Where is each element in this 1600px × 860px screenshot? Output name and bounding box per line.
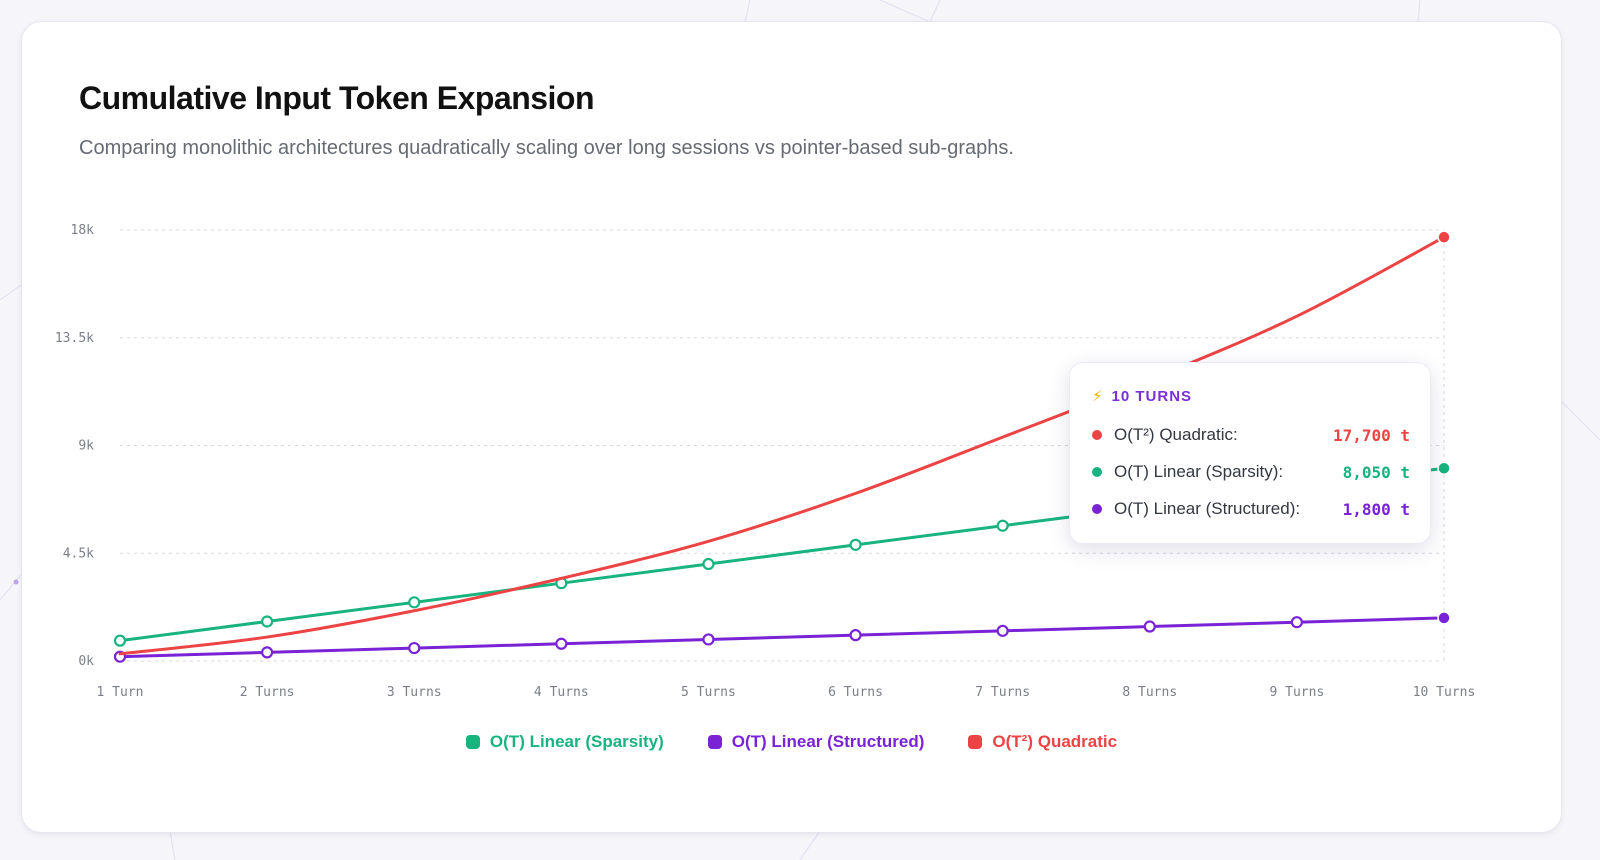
x-tick-label: 4 Turns	[534, 685, 589, 700]
x-tick-label: 5 Turns	[681, 685, 736, 700]
structured-dot	[1092, 504, 1102, 514]
y-tick-label: 13.5k	[55, 331, 94, 346]
series-line-structured	[118, 616, 1446, 659]
data-point-structured	[1290, 616, 1303, 629]
data-point-sparsity	[408, 596, 421, 609]
legend-label: O(T) Linear (Sparsity)	[489, 732, 664, 751]
quadratic-dot	[1092, 430, 1102, 440]
legend-item-quadratic[interactable]: O(T²) Quadratic	[968, 732, 1117, 752]
data-point-sparsity	[702, 557, 715, 571]
data-point-structured	[702, 633, 715, 646]
active-point-quadratic	[1437, 230, 1451, 244]
tooltip-label: O(T²) Quadratic:	[1114, 425, 1238, 444]
x-tick-label: 3 Turns	[387, 685, 442, 700]
tooltip-row-quadratic: O(T²) Quadratic: 17,700 t	[1092, 423, 1410, 447]
line-chart: 0k 4.5k 9k 13.5k 18k 1 Turn 2 Turns 3 Turns 4 Tu…	[55, 223, 1476, 700]
x-tick-label: 9 Turns	[1269, 685, 1324, 700]
data-point-sparsity	[113, 634, 127, 647]
data-point-sparsity	[996, 519, 1009, 532]
tooltip-label: O(T) Linear (Structured):	[1114, 499, 1301, 518]
series-line-quadratic	[118, 235, 1446, 656]
tooltip-value: 17,700 t	[1332, 425, 1410, 445]
x-tick-label: 10 Turns	[1413, 685, 1476, 700]
legend-label: O(T²) Quadratic	[992, 732, 1118, 751]
tooltip-value: 8,050 t	[1342, 462, 1410, 482]
hover-tooltip: ⚡ 10 TURNS O(T²) Quadratic: 17,700 t O(T…	[1069, 362, 1431, 544]
tooltip-row-sparsity: O(T) Linear (Sparsity): 8,050 t	[1092, 460, 1410, 484]
chart-subtitle: Comparing monolithic architectures quadr…	[79, 137, 1014, 159]
y-tick-label: 18k	[71, 223, 95, 238]
legend-label: O(T) Linear (Structured)	[731, 732, 925, 751]
y-tick-label: 0k	[78, 654, 94, 669]
x-tick-label: 1 Turn	[97, 685, 144, 700]
legend-item-sparsity[interactable]: O(T) Linear (Sparsity)	[465, 732, 664, 752]
data-point-structured	[408, 641, 421, 655]
data-point-structured	[996, 624, 1009, 637]
y-tick-label: 9k	[78, 439, 94, 454]
chart-card: Cumulative Input Token Expansion Compari…	[21, 21, 1562, 833]
tooltip-header: ⚡ 10 TURNS	[1092, 387, 1193, 406]
legend-swatch	[707, 735, 722, 749]
active-point-sparsity	[1437, 461, 1451, 475]
data-point-structured	[555, 637, 568, 650]
x-tick-label: 2 Turns	[240, 685, 295, 700]
legend-swatch	[465, 735, 480, 749]
x-tick-label: 8 Turns	[1122, 685, 1177, 700]
data-point-structured	[1143, 620, 1156, 633]
lightning-icon: ⚡	[1092, 388, 1104, 405]
tooltip-header-label: 10 TURNS	[1111, 387, 1193, 405]
tooltip-label: O(T) Linear (Sparsity):	[1114, 462, 1284, 481]
data-point-sparsity	[261, 615, 274, 628]
data-point-structured	[261, 646, 274, 659]
tooltip-row-structured: O(T) Linear (Structured): 1,800 t	[1092, 497, 1410, 521]
legend-swatch	[968, 735, 983, 749]
data-point-structured	[849, 629, 862, 642]
data-point-sparsity	[849, 538, 862, 551]
x-tick-label: 7 Turns	[975, 685, 1030, 700]
active-point-structured	[1437, 611, 1451, 625]
chart-title: Cumulative Input Token Expansion	[79, 80, 595, 116]
y-tick-label: 4.5k	[63, 546, 94, 561]
chart-legend: O(T) Linear (Sparsity) O(T) Linear (Stru…	[22, 732, 1561, 752]
legend-item-structured[interactable]: O(T) Linear (Structured)	[707, 732, 925, 752]
sparsity-dot	[1092, 467, 1102, 477]
tooltip-value: 1,800 t	[1342, 499, 1410, 519]
x-tick-label: 6 Turns	[828, 685, 883, 700]
